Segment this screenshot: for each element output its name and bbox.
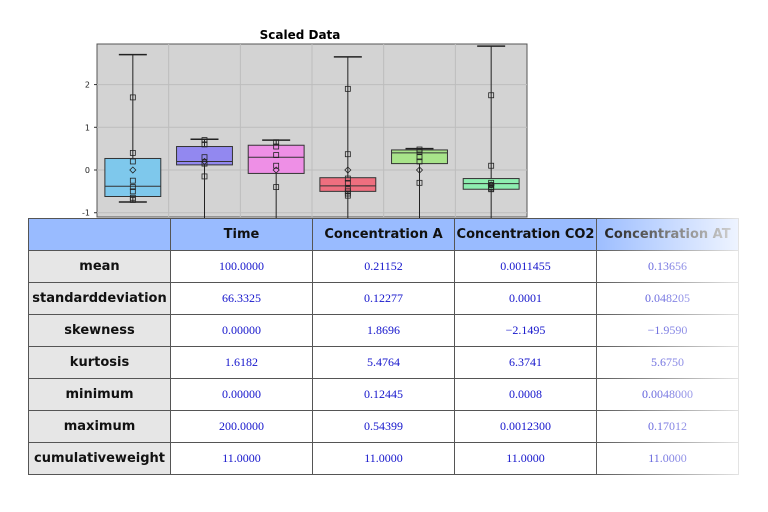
- table-cell[interactable]: 0.00000: [170, 314, 313, 347]
- data-point: [201, 160, 208, 167]
- data-point: [273, 143, 280, 150]
- data-point: [344, 85, 351, 92]
- mean-marker: [344, 166, 352, 174]
- box: [176, 146, 233, 166]
- row-header: kurtosis: [28, 346, 171, 379]
- table-cell[interactable]: 100.0000: [170, 250, 313, 283]
- data-point: [273, 152, 280, 158]
- table-row: cumulativeweight 11.0000 11.0000 11.0000 11.…: [28, 442, 739, 475]
- y-tick-label: 1: [85, 123, 90, 132]
- table-cell[interactable]: 0.0001: [454, 282, 597, 315]
- box: [104, 157, 162, 197]
- table-cell[interactable]: 0.17012: [596, 410, 739, 443]
- table-cell[interactable]: 0.00000: [170, 378, 313, 411]
- table-row: kurtosis 1.6182 5.4764 6.3741 5.6750: [28, 346, 739, 379]
- data-point: [488, 186, 495, 193]
- row-header: mean: [28, 250, 171, 283]
- table-cell[interactable]: 0.21152: [312, 250, 455, 283]
- data-point: [344, 179, 351, 186]
- table-row: standarddeviation 66.3325 0.12277 0.0001 0.0…: [28, 282, 739, 315]
- data-point: [416, 154, 423, 161]
- table-cell[interactable]: 5.4764: [312, 346, 455, 379]
- table-cell[interactable]: 0.12277: [312, 282, 455, 315]
- table-cell[interactable]: 6.3741: [454, 346, 597, 379]
- table-cell[interactable]: 0.0008: [454, 378, 597, 411]
- data-point: [488, 162, 495, 169]
- table-row: maximum 200.0000 0.54399 0.0012300 0.17012: [28, 410, 739, 443]
- data-point: [129, 158, 136, 165]
- mean-marker: [415, 166, 424, 174]
- table-header-row: Time Concentration A Concentration CO2 C…: [28, 218, 739, 251]
- box: [319, 177, 377, 192]
- column-header-concentration-a[interactable]: Concentration A: [312, 218, 455, 251]
- data-point: [344, 175, 351, 182]
- table-cell[interactable]: 0.0012300: [454, 410, 597, 443]
- table-cell[interactable]: 0.54399: [312, 410, 455, 443]
- table-cell[interactable]: 11.0000: [170, 442, 313, 475]
- row-header: maximum: [28, 410, 171, 443]
- statistics-table: Time Concentration A Concentration CO2 C…: [28, 218, 739, 475]
- column-header-concentration-at[interactable]: Concentration AT: [596, 218, 739, 251]
- data-point: [273, 139, 280, 146]
- data-point: [344, 151, 351, 158]
- table-cell[interactable]: 5.6750: [596, 346, 739, 379]
- table-cell[interactable]: −2.1495: [454, 314, 597, 347]
- table-cell[interactable]: 200.0000: [170, 410, 313, 443]
- data-point: [416, 148, 423, 155]
- mean-marker: [200, 157, 209, 166]
- table-cell[interactable]: 0.12445: [312, 378, 455, 411]
- table-cell[interactable]: 11.0000: [454, 442, 597, 475]
- mean-marker: [272, 166, 280, 174]
- column-header-concentration-co2[interactable]: Concentration CO2: [454, 218, 597, 251]
- data-point: [273, 184, 280, 190]
- box-plot-svg: -1 0 1 2: [82, 43, 528, 222]
- table-cell[interactable]: −1.9590: [596, 314, 739, 347]
- box-plot-chart: -1 0 1 2 Scaled Data: [60, 22, 540, 222]
- table-row: skewness 0.00000 1.8696 −2.1495 −1.9590: [28, 314, 739, 347]
- table-cell[interactable]: 1.6182: [170, 346, 313, 379]
- table-cell[interactable]: 1.8696: [312, 314, 455, 347]
- table-cell[interactable]: 0.0011455: [454, 250, 597, 283]
- table-cell[interactable]: 66.3325: [170, 282, 313, 315]
- data-point: [273, 162, 280, 169]
- data-point: [344, 192, 351, 199]
- mean-marker: [129, 166, 137, 174]
- chart-title: Scaled Data: [259, 28, 341, 42]
- data-point: [488, 92, 495, 99]
- table-cell[interactable]: 0.0048000: [596, 378, 739, 411]
- y-tick-label: 2: [85, 81, 90, 90]
- table-corner-cell: [28, 218, 171, 251]
- box: [247, 144, 305, 174]
- data-point: [201, 137, 208, 144]
- row-header: skewness: [28, 314, 171, 347]
- row-header: standarddeviation: [28, 282, 171, 315]
- data-point: [201, 173, 208, 180]
- data-point: [416, 179, 423, 186]
- y-tick-label: -1: [82, 209, 90, 218]
- data-point: [201, 141, 208, 148]
- column-header-time[interactable]: Time: [170, 218, 313, 251]
- table-row: minimum 0.00000 0.12445 0.0008 0.0048000: [28, 378, 739, 411]
- data-point: [201, 154, 208, 161]
- data-point: [416, 158, 423, 165]
- table-row: mean 100.0000 0.21152 0.0011455 0.13656: [28, 250, 739, 283]
- data-point: [129, 188, 136, 195]
- data-point: [129, 150, 136, 156]
- data-point: [129, 177, 136, 184]
- row-header: minimum: [28, 378, 171, 411]
- table-cell[interactable]: 0.13656: [596, 250, 739, 283]
- row-header: cumulativeweight: [28, 442, 171, 475]
- data-point: [129, 94, 136, 101]
- data-point: [129, 197, 136, 203]
- y-tick-label: 0: [85, 166, 90, 175]
- table-cell[interactable]: 11.0000: [596, 442, 739, 475]
- mean-marker: [487, 181, 495, 189]
- table-cell[interactable]: 11.0000: [312, 442, 455, 475]
- table-cell[interactable]: 0.048205: [596, 282, 739, 315]
- data-point: [129, 184, 136, 190]
